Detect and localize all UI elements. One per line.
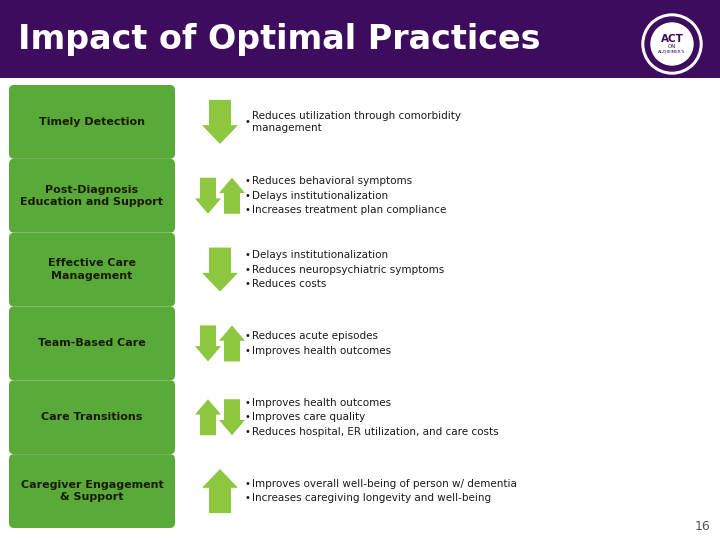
FancyBboxPatch shape (9, 85, 175, 159)
Text: Improves overall well-being of person w/ dementia: Improves overall well-being of person w/… (252, 479, 517, 489)
FancyBboxPatch shape (9, 159, 175, 233)
Text: •: • (244, 412, 250, 422)
Text: Reduces acute episodes: Reduces acute episodes (252, 331, 378, 341)
Text: •: • (244, 398, 250, 408)
FancyBboxPatch shape (9, 307, 175, 380)
Text: Increases caregiving longevity and well-being: Increases caregiving longevity and well-… (252, 494, 491, 503)
Text: •: • (244, 205, 250, 215)
Text: Team-Based Care: Team-Based Care (38, 339, 146, 348)
Text: Improves health outcomes: Improves health outcomes (252, 398, 391, 408)
Text: Delays institutionalization: Delays institutionalization (252, 191, 388, 201)
Text: Increases treatment plan compliance: Increases treatment plan compliance (252, 205, 446, 215)
Text: Reduces utilization through comorbidity
management: Reduces utilization through comorbidity … (252, 111, 461, 133)
Text: •: • (244, 176, 250, 186)
Text: •: • (244, 346, 250, 356)
Text: Reduces behavioral symptoms: Reduces behavioral symptoms (252, 176, 412, 186)
Text: •: • (244, 279, 250, 289)
Text: 16: 16 (694, 520, 710, 533)
Text: ACT: ACT (660, 34, 683, 44)
Text: Improves care quality: Improves care quality (252, 412, 365, 422)
Polygon shape (195, 178, 221, 214)
Text: ON: ON (668, 44, 676, 49)
Text: •: • (244, 250, 250, 260)
Text: •: • (244, 191, 250, 201)
Polygon shape (219, 399, 245, 435)
Text: Reduces hospital, ER utilization, and care costs: Reduces hospital, ER utilization, and ca… (252, 427, 499, 437)
Text: Effective Care
Management: Effective Care Management (48, 258, 136, 281)
Text: Impact of Optimal Practices: Impact of Optimal Practices (18, 23, 541, 56)
Polygon shape (202, 247, 238, 292)
Circle shape (651, 23, 693, 65)
Text: Timely Detection: Timely Detection (39, 117, 145, 127)
FancyBboxPatch shape (9, 454, 175, 528)
Polygon shape (202, 469, 238, 513)
Polygon shape (195, 326, 221, 361)
Text: Reduces neuropsychiatric symptoms: Reduces neuropsychiatric symptoms (252, 265, 444, 274)
Text: Caregiver Engagement
& Support: Caregiver Engagement & Support (21, 480, 163, 502)
Text: Improves health outcomes: Improves health outcomes (252, 346, 391, 356)
Bar (0, 0, 720, 78)
Text: •: • (244, 427, 250, 437)
Polygon shape (219, 178, 245, 214)
Text: •: • (244, 331, 250, 341)
Polygon shape (219, 326, 245, 361)
Text: Delays institutionalization: Delays institutionalization (252, 250, 388, 260)
Polygon shape (202, 100, 238, 144)
FancyBboxPatch shape (9, 380, 175, 454)
Text: •: • (244, 479, 250, 489)
Text: •: • (244, 494, 250, 503)
Text: •: • (244, 265, 250, 274)
Text: •: • (244, 117, 250, 127)
Text: ALZHEIMER'S: ALZHEIMER'S (658, 50, 685, 54)
Polygon shape (195, 399, 221, 435)
Circle shape (645, 17, 699, 71)
Text: Post-Diagnosis
Education and Support: Post-Diagnosis Education and Support (20, 185, 163, 207)
Text: Reduces costs: Reduces costs (252, 279, 326, 289)
Circle shape (642, 14, 702, 74)
FancyBboxPatch shape (9, 233, 175, 307)
Text: Care Transitions: Care Transitions (41, 412, 143, 422)
